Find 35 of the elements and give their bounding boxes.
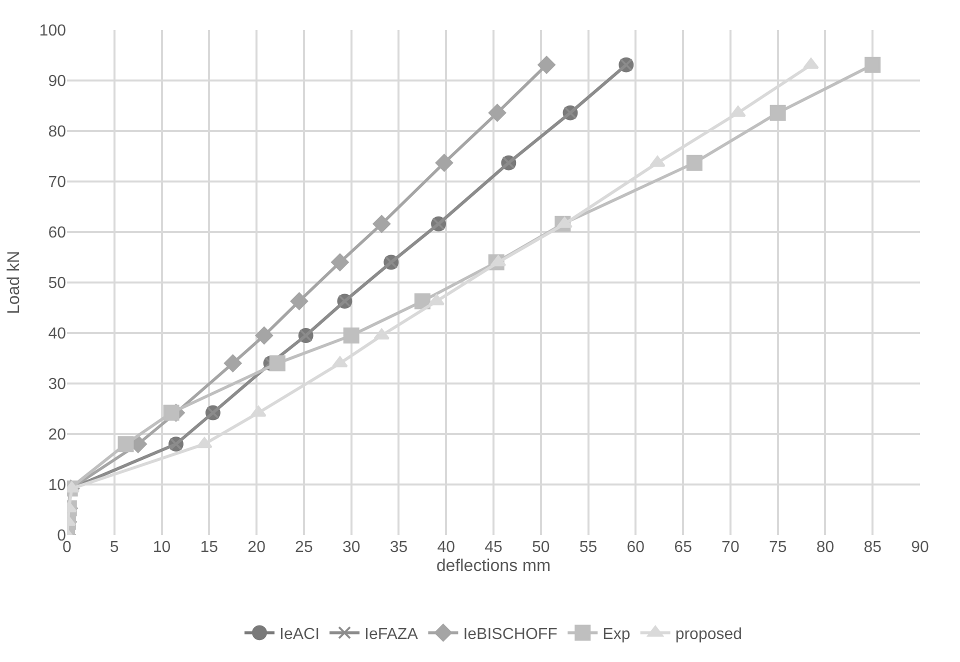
y-tick-label: 100 [39, 22, 66, 40]
x-tick-label: 35 [390, 539, 408, 556]
y-tick-label: 80 [48, 124, 66, 141]
x-tick-label: 15 [200, 539, 218, 556]
y-axis-title: Load kN [4, 250, 23, 314]
x-axis-title: deflections mm [436, 556, 551, 575]
y-tick-label: 60 [48, 224, 66, 242]
x-tick-label: 5 [110, 539, 119, 556]
x-tick-label: 90 [911, 539, 929, 556]
x-tick-label: 80 [816, 539, 834, 556]
legend-label: Exp [602, 626, 630, 643]
x-tick-label: 20 [248, 539, 266, 556]
legend-label: IeBISCHOFF [463, 626, 558, 643]
x-tick-label: 50 [532, 539, 550, 556]
x-tick-label: 45 [484, 539, 502, 556]
y-tick-label: 50 [48, 275, 66, 292]
legend-label: proposed [675, 626, 742, 643]
x-tick-label: 25 [295, 539, 313, 556]
y-tick-label: 70 [48, 174, 66, 192]
x-tick-label: 40 [437, 539, 456, 556]
legend-label: IeACI [280, 626, 320, 643]
y-tick-label: 90 [48, 73, 66, 90]
x-tick-label: 75 [768, 539, 787, 556]
x-tick-label: 10 [152, 539, 171, 556]
x-tick-label: 65 [674, 539, 692, 556]
x-tick-label: 30 [342, 539, 360, 556]
y-tick-label: 10 [48, 477, 66, 494]
y-tick-label: 40 [48, 326, 66, 343]
x-tick-label: 60 [626, 539, 645, 556]
y-tick-label: 20 [48, 426, 66, 444]
legend-label: IeFAZA [364, 626, 418, 643]
y-tick-label: 30 [48, 376, 66, 394]
x-tick-label: 85 [864, 539, 882, 556]
x-tick-label: 70 [722, 539, 740, 556]
x-tick-label: 55 [579, 539, 598, 556]
